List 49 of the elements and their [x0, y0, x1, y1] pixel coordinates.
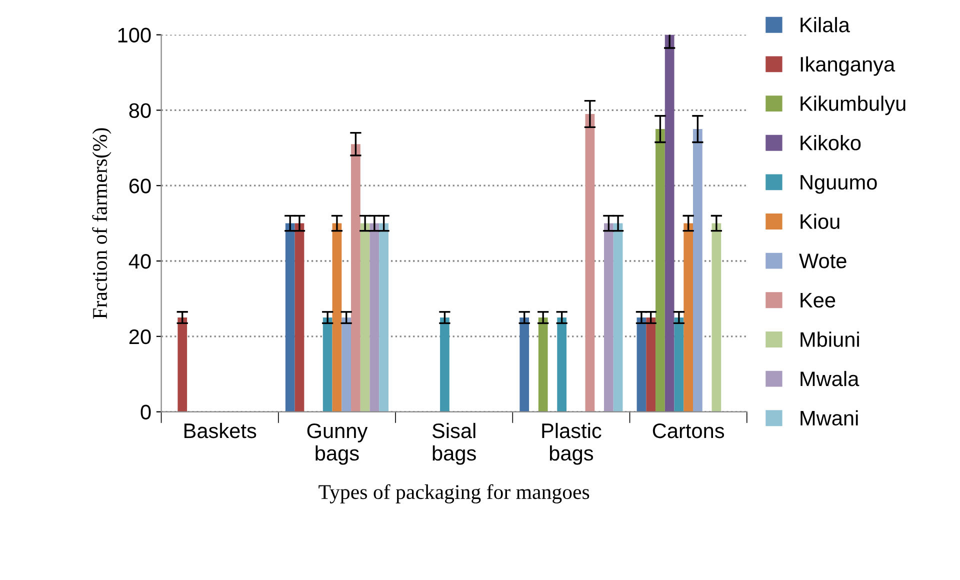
bar: [379, 223, 388, 412]
x-axis-title: Types of packaging for mangoes: [318, 484, 590, 504]
bar: [342, 318, 352, 412]
y-axis-title: Fraction of farmers(%): [92, 128, 112, 319]
bar: [712, 223, 722, 412]
legend-label: Wote: [799, 254, 846, 268]
bar: [684, 223, 694, 412]
bar: [285, 223, 295, 412]
legend-label: Mbiuni: [800, 332, 859, 347]
x-tick-label: Plastic bags: [542, 422, 602, 465]
bar: [351, 144, 360, 412]
bar: [646, 318, 656, 412]
legend-label: Mwani: [800, 410, 858, 426]
y-tick-label: 0: [140, 404, 151, 420]
bar: [440, 318, 450, 412]
bar: [322, 318, 332, 412]
legend-label: Kee: [800, 293, 836, 308]
bar: [294, 223, 304, 412]
y-tick-label: 80: [129, 103, 151, 118]
bar: [332, 223, 342, 412]
x-tick-label: Baskets: [184, 422, 256, 438]
bar: [693, 129, 702, 412]
bar: [585, 114, 595, 412]
y-tick-label: 100: [118, 28, 151, 43]
bar: [178, 318, 188, 412]
legend-label: Mwala: [800, 370, 860, 386]
x-tick-label: Cartons: [652, 423, 724, 438]
y-tick-label: 20: [129, 329, 151, 344]
legend-label: Nguumo: [800, 175, 877, 194]
bar: [370, 223, 380, 412]
bar: [538, 318, 548, 412]
bar: [604, 223, 614, 412]
bar: [360, 223, 370, 412]
bar: [674, 318, 684, 412]
legend-label: Kikumbulyu: [800, 96, 906, 116]
y-tick-label: 40: [128, 254, 151, 269]
bar: [636, 318, 646, 412]
bar: [613, 223, 623, 412]
legend-label: Kiou: [800, 214, 840, 229]
legend-label: Ikanganya: [800, 56, 896, 76]
bar: [656, 129, 665, 412]
legend-label: Kilala: [800, 17, 850, 32]
bar: [664, 34, 674, 412]
bar: [557, 318, 567, 412]
bar: [520, 318, 530, 412]
y-tick-label: 60: [129, 178, 151, 194]
legend-label: Kikoko: [800, 135, 861, 150]
x-tick-label: Sisal bags: [432, 422, 476, 465]
x-tick-label: Gunny bags: [307, 423, 368, 465]
